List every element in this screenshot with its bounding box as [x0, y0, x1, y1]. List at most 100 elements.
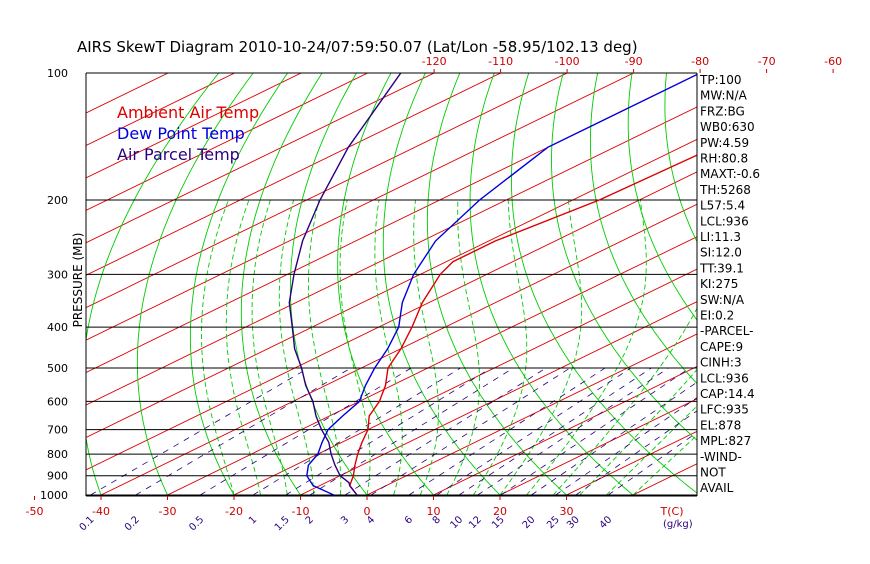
grid-layer	[86, 64, 870, 504]
index-entry: EL:878	[700, 418, 741, 432]
mixing-ratio-line	[408, 367, 606, 496]
mixing-ratio-line	[531, 381, 697, 496]
bottom-temp-tick-label: 0	[364, 505, 371, 518]
moist-adiabat-line	[526, 199, 647, 496]
pressure-tick-label: 700	[47, 424, 68, 437]
index-entry: LCL:936	[700, 214, 749, 228]
moist-adiabat-line	[307, 199, 342, 496]
bottom-temp-tick-label: -20	[225, 505, 243, 518]
pressure-tick-label: 300	[47, 268, 68, 281]
index-entry: LCL:936	[700, 371, 749, 385]
pressure-tick-label: 900	[47, 470, 68, 483]
index-entry: PW:4.59	[700, 136, 749, 150]
isotherm-line	[363, 333, 697, 496]
mixing-ratio-tick-label: 4	[365, 514, 377, 526]
mixing-ratio-tick-label: 10	[448, 514, 465, 531]
isotherm-line	[748, 64, 870, 504]
index-entry: MPL:827	[700, 434, 751, 448]
isotherm-line	[86, 73, 369, 211]
isotherm-line	[86, 73, 635, 341]
moist-adiabat-line	[374, 199, 403, 496]
isotherm-line	[496, 398, 697, 496]
dry-adiabat-line	[551, 73, 697, 441]
index-entry: EI:0.2	[700, 309, 734, 323]
dry-adiabat-line	[382, 73, 502, 496]
index-entry: MW:N/A	[700, 89, 748, 103]
mixing-ratio-line	[436, 367, 632, 496]
mixing-ratio-line	[608, 431, 697, 496]
mixing-ratio-line	[555, 397, 697, 496]
pressure-tick-label: 800	[47, 448, 68, 461]
top-temp-tick-label: -60	[824, 55, 842, 68]
mixing-ratio-tick-label: 0.2	[123, 514, 142, 533]
stability-indices-panel: TP:100MW:N/AFRZ:BGWB0:630PW:4.59RH:80.8M…	[699, 73, 760, 495]
dry-adiabat-line	[510, 73, 697, 494]
index-entry: CINH:3	[700, 356, 742, 370]
isotherm-line	[297, 301, 697, 496]
moist-adiabat-line	[278, 199, 315, 495]
index-entry: SW:N/A	[700, 293, 745, 307]
index-entry: WB0:630	[700, 120, 755, 134]
mixing-ratio-line	[575, 410, 697, 496]
temp-unit-label: T(C)	[660, 505, 684, 518]
index-entry: CAPE:9	[700, 340, 743, 354]
index-entry: SI:12.0	[700, 246, 742, 260]
index-entry: MAXT:-0.6	[700, 167, 760, 181]
isotherm-line	[86, 73, 502, 276]
dry-adiabat-line	[337, 73, 435, 496]
mixing-ratio-tick-label: 40	[598, 514, 615, 531]
chart-title: AIRS SkewT Diagram 2010-10-24/07:59:50.0…	[77, 38, 638, 56]
index-entry: AVAIL	[700, 481, 734, 495]
isotherm-line	[230, 268, 697, 496]
mixing-ratio-line	[252, 367, 461, 496]
pressure-tick-label: 600	[47, 395, 68, 408]
top-temp-tick-label: -90	[625, 55, 643, 68]
top-temp-tick-label: -100	[555, 55, 580, 68]
top-temp-tick-label: -70	[758, 55, 776, 68]
pressure-tick-label: 100	[47, 67, 68, 80]
legend: Ambient Air Temp Dew Point Temp Air Parcel…	[117, 103, 259, 164]
mixing-ratio-line	[309, 367, 514, 496]
top-temp-tick-label: -110	[488, 55, 513, 68]
top-temp-tick-label: -80	[691, 55, 709, 68]
isotherm-line	[97, 203, 697, 496]
moist-adiabat-line	[201, 199, 235, 496]
dry-adiabat-line	[86, 73, 220, 496]
isotherm-line	[86, 138, 697, 438]
series-line-1	[348, 154, 697, 496]
top-temp-tick-label: -120	[422, 55, 447, 68]
pressure-tick-label: 1000	[40, 489, 68, 502]
index-entry: LFC:935	[700, 403, 749, 417]
dry-adiabat-line	[837, 64, 870, 504]
mixing-ratio-tick-label: 3	[339, 514, 351, 526]
isotherm-line	[86, 73, 303, 179]
bottom-temp-tick-label: -40	[92, 505, 110, 518]
moist-adiabat-line	[339, 199, 371, 496]
isotherm-line	[86, 74, 697, 374]
mixing-ratio-line	[135, 367, 352, 496]
moist-adiabat-line	[413, 199, 439, 496]
pressure-tick-label: 400	[47, 321, 68, 334]
index-entry: -WIND-	[700, 450, 742, 464]
moist-adiabat-line	[499, 199, 583, 496]
bottom-temp-tick-label: -50	[26, 505, 44, 518]
mixing-ratio-tick-label: 8	[431, 514, 443, 526]
legend-entry: Air Parcel Temp	[117, 145, 240, 164]
pressure-tick-label: 200	[47, 194, 68, 207]
mixing-ratio-line	[199, 367, 412, 496]
bottom-temp-tick-label: -30	[159, 505, 177, 518]
index-entry: -PARCEL-	[700, 324, 754, 338]
pressure-tick-label: 500	[47, 362, 68, 375]
mixing-ratio-tick-label: 1	[247, 514, 259, 526]
mixing-ratio-line	[285, 367, 492, 496]
series-layer	[288, 73, 697, 496]
moist-adiabat-line	[552, 307, 697, 496]
mixing-ratio-tick-label: 2	[304, 514, 316, 526]
dry-adiabat-line	[803, 64, 870, 504]
index-entry: L57:5.4	[700, 199, 745, 213]
dry-adiabat-line	[189, 73, 289, 496]
dry-adiabat-line	[769, 64, 870, 504]
isotherm-line	[86, 106, 697, 406]
